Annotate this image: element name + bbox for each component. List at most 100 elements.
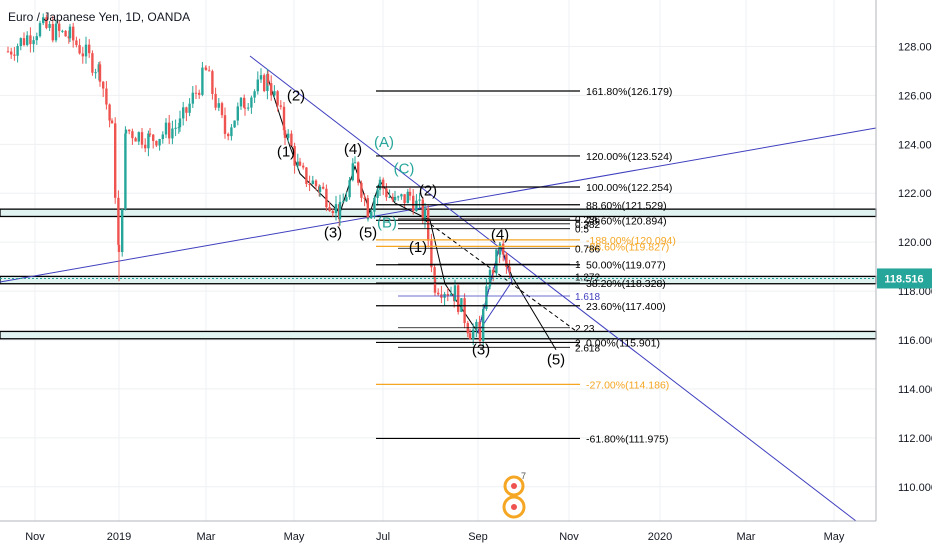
candle-body (230, 127, 233, 137)
ext-level-label: 0.236 (575, 215, 600, 226)
candle-body (137, 132, 140, 142)
candle-body (19, 38, 22, 46)
candle-body (211, 71, 214, 94)
chart-title: Euro / Japanese Yen, 1D, OANDA (8, 10, 190, 24)
candle-body (72, 26, 75, 41)
candle-body (406, 191, 409, 204)
candle-body (13, 54, 16, 56)
fib-level-label: 78.60%(120.894) (586, 215, 667, 227)
candle-body (334, 204, 338, 214)
candle-body (121, 209, 124, 253)
candle-body (373, 197, 376, 212)
candle-body (370, 211, 373, 219)
candle-body (366, 198, 369, 219)
candle-body (397, 196, 400, 198)
candle-body (388, 196, 391, 198)
x-tick-label: Jul (376, 531, 390, 543)
candle-body (124, 129, 128, 134)
candle-body (214, 93, 217, 108)
candle-body (290, 133, 293, 146)
candle-body (366, 218, 370, 220)
projected-wave-5 (511, 276, 557, 351)
candle-body (478, 321, 481, 329)
candle-body (194, 92, 198, 94)
candle-body (239, 97, 243, 107)
candle-body (482, 308, 485, 341)
candle-body (308, 184, 311, 186)
candle-body (296, 161, 299, 166)
candle-body (78, 45, 81, 54)
support-zone (0, 208, 877, 218)
candle-body (26, 35, 29, 45)
candle-body (468, 333, 472, 340)
candle-body (51, 24, 54, 41)
wave-label: (3) (472, 342, 490, 359)
candle-body (433, 279, 437, 293)
candle-body (475, 321, 478, 330)
candle-body (508, 266, 511, 273)
candle-body (185, 107, 188, 113)
candle-body (505, 254, 508, 267)
candle-body (243, 97, 246, 108)
candle-body (415, 200, 418, 212)
candle-body (171, 128, 174, 139)
wave-label: (4) (491, 227, 509, 244)
candle-body (140, 132, 144, 145)
candle-body (328, 207, 331, 212)
candle-body (16, 45, 19, 56)
x-tick-label: Mar (737, 531, 756, 543)
candle-body (418, 199, 421, 201)
candle-body (105, 88, 108, 105)
candle-body (174, 127, 177, 129)
candle-body (110, 120, 114, 124)
fib-level-label: 0.00%(115.901) (586, 337, 660, 349)
candle-body (124, 133, 127, 210)
wave-label: (5) (359, 224, 377, 241)
candle-body (478, 328, 482, 341)
candle-body (42, 17, 45, 24)
candle-body (243, 107, 247, 109)
candle-body (64, 30, 67, 37)
ext-level-label: 1.618 (575, 292, 600, 303)
candle-body (134, 138, 137, 142)
candle-body (147, 133, 150, 149)
candle-body (29, 35, 32, 45)
candle-body (495, 249, 498, 274)
candle-body (351, 163, 354, 181)
candle-body (412, 195, 415, 212)
candle-body (152, 134, 155, 141)
ext-level-label: 0.382 (575, 220, 600, 231)
y-tick-label: 128.000 (898, 41, 932, 53)
candle-body (283, 130, 287, 138)
candle-body (408, 191, 412, 196)
fib-level-label: 120.00%(123.524) (586, 151, 672, 163)
candle-body (378, 179, 382, 190)
candle-body (331, 211, 334, 214)
candle-body (298, 161, 302, 166)
fib-level-label: -188.00%(120.094) (586, 235, 676, 247)
candle-body (182, 107, 185, 119)
candle-body (338, 201, 342, 220)
candle-body (357, 162, 360, 183)
candle-body (177, 127, 180, 129)
candle-body (88, 44, 91, 54)
candle-body (45, 17, 48, 28)
ext-level-label: 2.23 (575, 324, 595, 335)
candle-body (148, 133, 152, 135)
candle-body (250, 97, 253, 108)
wave-label: (1) (277, 144, 295, 161)
candle-body (460, 298, 463, 312)
candle-body (498, 243, 502, 255)
fib-level-label: 161.80%(126.179) (586, 86, 672, 98)
candle-body (276, 91, 279, 106)
candle-body (502, 243, 505, 255)
y-tick-label: 126.000 (898, 90, 932, 102)
support-zone (0, 330, 877, 340)
candle-body (6, 51, 10, 53)
candle-body (102, 81, 105, 89)
candle-body (325, 188, 328, 208)
candle-body (75, 40, 78, 46)
x-tick-label: May (824, 531, 845, 543)
